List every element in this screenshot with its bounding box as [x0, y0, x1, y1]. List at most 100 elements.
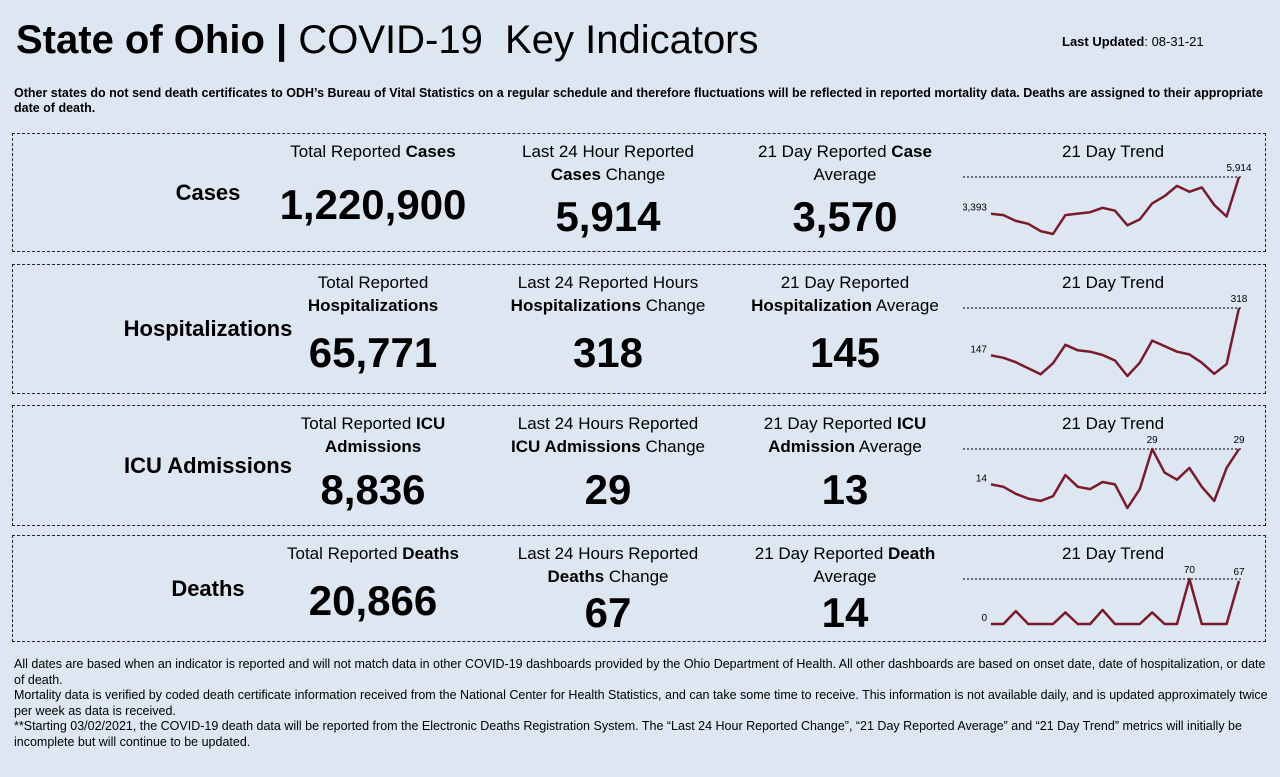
label-text: Last 24 Hour Reported	[522, 142, 694, 161]
label-line: Deaths Change	[518, 565, 699, 588]
point-label: 67	[1233, 567, 1245, 578]
metric-label: 21 Day Reported ICU Admission Average	[764, 412, 927, 458]
label-line: Last 24 Hours Reported	[511, 412, 705, 435]
label-text: Change	[641, 296, 706, 315]
label-text: 21 Day Reported	[763, 414, 897, 433]
point-label: 14	[976, 473, 988, 484]
metric-value: 20,866	[308, 577, 438, 624]
metric: Last 24 Hours Reported ICU Admissions Cha…	[493, 412, 723, 521]
label-line: Admissions	[301, 435, 446, 458]
label-text: Last 24 Hours Reported	[517, 414, 699, 433]
point-label: 70	[1184, 565, 1196, 576]
trend-title: 21 Day Trend	[1061, 273, 1165, 292]
label-line: Total Reported	[308, 271, 438, 294]
metric-value: 13	[821, 465, 869, 513]
label-text: Total Reported	[287, 544, 403, 563]
metric-value: 14	[821, 588, 869, 636]
trend-line	[990, 307, 1241, 378]
sparkline: 147 318	[963, 294, 1248, 378]
sparkline: 0 70 67	[963, 565, 1245, 626]
trend: 21 Day Trend 0 70 67	[963, 542, 1263, 637]
label-line: Admission Average	[764, 435, 927, 458]
label-line: Total Reported ICU	[301, 412, 446, 435]
label-text: Hospitalizations	[307, 296, 439, 315]
label-text: Average	[813, 165, 877, 184]
label-line: Average	[755, 565, 935, 588]
label-text: Cases	[405, 142, 456, 161]
metric-value: 8,836	[320, 465, 426, 513]
updated-label: Last Updated	[1062, 34, 1145, 49]
label-text: Total Reported	[300, 414, 416, 433]
point-label: 0	[981, 613, 987, 624]
label-line: Last 24 Hours Reported	[518, 542, 699, 565]
indicator-row: Cases Total Reported Cases 1,220,900 Last 2…	[12, 133, 1266, 252]
point-label: 147	[970, 344, 987, 355]
metric: 21 Day Reported Hospitalization Average 14…	[730, 271, 960, 389]
metric-label: 21 Day Reported Death Average	[755, 542, 935, 588]
metric-label: Last 24 Hours Reported Deaths Change	[518, 542, 699, 588]
label-line: 21 Day Reported Death	[755, 542, 935, 565]
label-text: Cases	[550, 165, 601, 184]
point-label: 3,393	[963, 203, 987, 214]
metric-value: 3,570	[792, 192, 898, 240]
label-line: Last 24 Reported Hours	[511, 271, 706, 294]
metric-label: Last 24 Hours Reported ICU Admissions Cha…	[511, 412, 705, 458]
metric: 21 Day Reported Death Average 14	[730, 542, 960, 637]
label-text: Last 24 Hours Reported	[517, 544, 699, 563]
label-text: ICU	[896, 414, 927, 433]
metric: Total Reported Cases 1,220,900	[258, 140, 488, 247]
label-text: Admissions	[324, 437, 422, 456]
metric-value: 318	[572, 329, 644, 376]
trend-title: 21 Day Trend	[1061, 414, 1165, 433]
trend-title: 21 Day Trend	[1061, 544, 1165, 563]
label-line: 21 Day Reported ICU	[764, 412, 927, 435]
label-text: 21 Day Reported	[780, 273, 910, 292]
title-regular: COVID-19 Key Indicators	[298, 18, 759, 62]
label-line: 21 Day Reported Case	[758, 140, 932, 163]
title: State of Ohio | COVID-19 Key Indicators	[16, 18, 759, 63]
metric: Last 24 Hour Reported Cases Change 5,914	[493, 140, 723, 247]
label-text: 21 Day Reported	[758, 142, 892, 161]
label-text: Hospitalization	[751, 296, 873, 315]
label-text: Average	[855, 437, 922, 456]
trend-line	[991, 577, 1241, 626]
indicator-row: ICU Admissions Total Reported ICU Admissio…	[12, 405, 1266, 526]
label-text: Average	[872, 296, 939, 315]
metric-value: 29	[584, 465, 632, 513]
label-text: Last 24 Reported Hours	[517, 273, 699, 292]
metric-value: 67	[584, 588, 632, 636]
point-label: 5,914	[1226, 163, 1251, 174]
trend: 21 Day Trend 147 318	[963, 271, 1263, 389]
label-text: Hospitalizations	[510, 296, 642, 315]
footer-text: **Starting 03/02/2021, the COVID-19 deat…	[14, 719, 1242, 749]
label-text: Deaths	[547, 567, 605, 586]
footer-text: Mortality data is verified by coded deat…	[14, 688, 1268, 718]
metric: 21 Day Reported ICU Admission Average 13	[730, 412, 960, 521]
metric-label: 21 Day Reported Hospitalization Average	[751, 271, 939, 317]
label-line: Cases Change	[522, 163, 694, 186]
label-text: Total Reported	[290, 142, 406, 161]
metric: Last 24 Hours Reported Deaths Change 67	[493, 542, 723, 637]
trend-title: 21 Day Trend	[1061, 142, 1165, 161]
label-text: 21 Day Reported	[754, 544, 888, 563]
label-line: Hospitalizations	[308, 294, 438, 317]
label-text: Case	[891, 142, 932, 161]
metric-label: Total Reported Cases	[290, 140, 455, 163]
label-line: Hospitalization Average	[751, 294, 939, 317]
note: Other states do not send death certifica…	[14, 86, 1263, 115]
label-line: ICU Admissions Change	[511, 435, 705, 458]
metric-value: 65,771	[308, 329, 438, 376]
metric-value: 1,220,900	[279, 181, 467, 228]
metric-label: 21 Day Reported Case Average	[758, 140, 932, 186]
trend: 21 Day Trend 3,393 5,914	[963, 140, 1263, 247]
label-text: Death	[888, 544, 936, 563]
label-text: Deaths	[402, 544, 459, 563]
last-updated: Last Updated: 08-31-21	[1062, 34, 1204, 49]
metric-label: Total Reported ICU Admissions	[301, 412, 446, 458]
row-name: Hospitalizations	[123, 316, 293, 341]
indicator-row: Deaths Total Reported Deaths 20,866 Last 24…	[12, 535, 1266, 642]
label-text: Change	[600, 165, 666, 184]
metric: Total Reported Hospitalizations 65,771	[258, 271, 488, 389]
title-bold: State of Ohio |	[16, 18, 288, 62]
